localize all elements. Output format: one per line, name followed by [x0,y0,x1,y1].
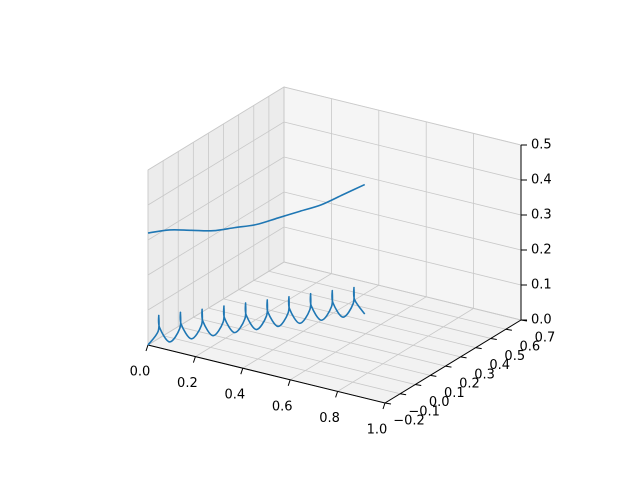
grid-line [283,121,522,181]
grid-line [195,273,332,357]
y-tick-label: 0.6 [520,340,541,355]
x-tick [287,379,291,386]
grid-line [147,156,285,241]
z-tick-label: 0.4 [531,173,552,188]
y-tick-label: −0.1 [408,404,440,419]
y-tick-label: 0.7 [535,331,556,346]
grid-line [223,298,461,358]
x-tick-label: 0.4 [224,388,245,403]
grid-line [147,121,285,206]
y-tick-label: −0.2 [393,414,425,429]
grid-line [283,156,522,216]
z-tick-label: 0.2 [531,243,552,258]
x-tick [145,344,149,352]
y-tick-label: 0.2 [459,377,480,392]
grid-line [337,308,474,392]
y-tick [384,402,392,405]
y-tick [505,328,512,331]
y-tick [490,337,497,340]
z-tick-label: 0.0 [531,313,552,328]
y-tick [400,393,407,396]
grid-line [238,289,476,349]
grid-line [283,86,522,146]
x-tick-label: 0.6 [272,399,293,414]
z-tick-label: 0.1 [531,278,552,293]
y-tick-label: 0.3 [474,367,495,382]
grid-line [147,86,285,171]
y-tick [445,365,452,368]
y-tick [460,356,467,359]
x-axis [147,344,386,404]
x-tick-label: 0.2 [177,376,198,391]
grid-line [147,191,285,276]
y-tick-label: 0.5 [504,349,525,364]
grid-line [178,326,416,385]
grid-line [253,280,491,339]
x-tick-label: 1.0 [367,423,388,438]
z-tick-label: 0.5 [531,138,552,153]
line [147,183,366,234]
grid-line [289,296,427,381]
y-tick [475,347,482,350]
y-tick [415,384,422,387]
x-tick [382,402,386,410]
grid-line [283,226,522,286]
x-tick [192,356,196,363]
grid-line [147,261,285,346]
grid-line [242,284,380,369]
y-axis [384,319,522,404]
line [147,286,366,346]
grid-line [283,261,522,321]
y-tick-label: 0.4 [489,358,510,373]
grid-line [147,226,285,311]
x-tick-label: 0.8 [319,411,340,426]
grid-line [283,191,522,251]
grid-line [193,316,431,376]
x-tick [335,391,339,398]
y-tick [430,374,437,377]
y-tick-label: 0.1 [444,386,465,401]
x-tick-label: 0.0 [130,365,151,380]
grid-line [268,270,506,330]
x-tick [240,368,244,375]
z-tick-label: 0.3 [531,208,552,223]
y-tick-label: 0.0 [429,395,450,410]
grid-line [163,335,401,395]
